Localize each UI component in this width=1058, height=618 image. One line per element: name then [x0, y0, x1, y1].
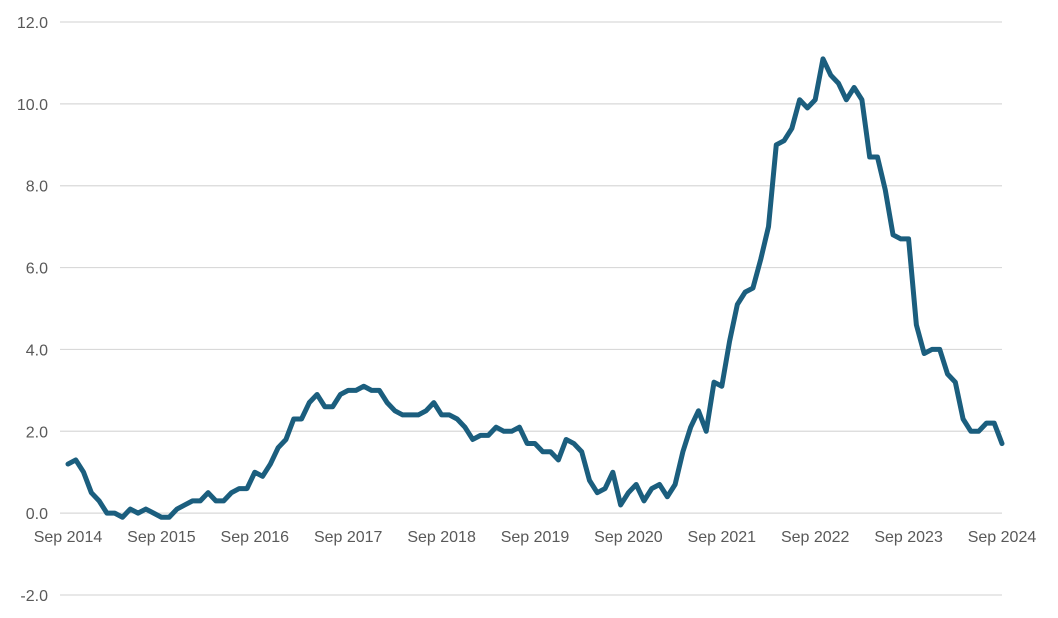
y-tick-label: 12.0 — [17, 15, 48, 32]
y-tick-label: 6.0 — [26, 261, 48, 278]
x-tick-label: Sep 2014 — [34, 529, 103, 546]
x-tick-label: Sep 2019 — [501, 529, 570, 546]
y-tick-label: 8.0 — [26, 179, 48, 196]
y-tick-label: 2.0 — [26, 424, 48, 441]
gridlines — [60, 21, 1002, 596]
x-tick-label: Sep 2022 — [781, 529, 850, 546]
y-tick-label: -2.0 — [20, 588, 48, 605]
y-axis-tick-labels: -2.0 0.0 2.0 4.0 6.0 8.0 10.0 12.0 — [17, 15, 48, 605]
series-line — [65, 56, 1005, 520]
x-tick-label: Sep 2024 — [968, 529, 1037, 546]
x-tick-label: Sep 2021 — [688, 529, 757, 546]
x-tick-label: Sep 2016 — [221, 529, 290, 546]
x-tick-label: Sep 2017 — [314, 529, 383, 546]
y-tick-label: 0.0 — [26, 506, 48, 523]
x-tick-label: Sep 2015 — [127, 529, 196, 546]
x-tick-label: Sep 2018 — [407, 529, 476, 546]
x-tick-label: Sep 2020 — [594, 529, 663, 546]
y-tick-label: 4.0 — [26, 342, 48, 359]
y-tick-label: 10.0 — [17, 97, 48, 114]
x-tick-label: Sep 2023 — [874, 529, 943, 546]
x-axis-tick-labels: Sep 2014 Sep 2015 Sep 2016 Sep 2017 Sep 2018… — [34, 529, 1037, 546]
series-layer — [65, 56, 1005, 520]
